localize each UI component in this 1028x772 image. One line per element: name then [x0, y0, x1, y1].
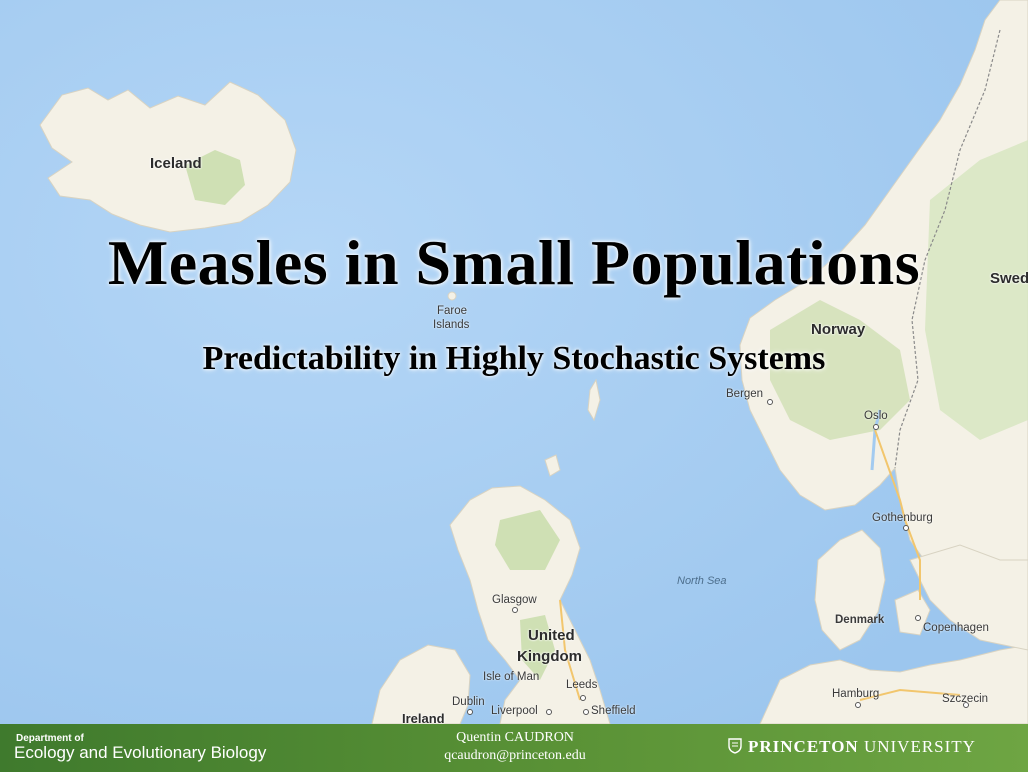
ireland-landmass: [371, 644, 471, 724]
map-label-uk-1: United: [528, 627, 575, 644]
oslo-dot: [873, 424, 879, 430]
footer-bar: [0, 724, 1028, 772]
map-label-denmark: Denmark: [835, 614, 885, 626]
denmark-landmass: [814, 529, 886, 651]
department-name: Ecology and Evolutionary Biology: [14, 743, 267, 762]
map-label-oslo: Oslo: [864, 410, 888, 422]
map-label-uk-2: Kingdom: [517, 648, 582, 665]
glasgow-dot: [512, 607, 518, 613]
highlands-forest: [495, 510, 560, 570]
map-label-sheffield: Sheffield: [591, 705, 636, 717]
szczecin-dot: [963, 702, 969, 708]
map-label-bergen: Bergen: [726, 388, 764, 400]
map-label-gothenburg: Gothenburg: [872, 512, 933, 524]
university-bold: PRINCETON: [748, 737, 859, 756]
germany-poland-landmass: [759, 644, 1028, 724]
university-rest: UNIVERSITY: [863, 737, 976, 756]
princeton-shield-icon: [728, 738, 742, 754]
slide-title: Measles in Small Populations: [107, 227, 921, 298]
orkney-islands: [544, 454, 561, 477]
map-label-hamburg: Hamburg: [832, 688, 880, 700]
map-label-ireland: Ireland: [402, 711, 445, 726]
sweden-forest: [925, 140, 1028, 440]
iceland-forest: [185, 150, 245, 205]
hamburg-dot: [855, 702, 861, 708]
map-label-faroe-2: Islands: [433, 319, 470, 331]
shetland-islands: [587, 378, 601, 422]
pennines-forest: [520, 615, 555, 680]
slide-subtitle: Predictability in Highly Stochastic Syst…: [202, 340, 826, 377]
map-label-isle-of-man: Isle of Man: [483, 671, 540, 683]
bergen-dot: [767, 399, 773, 405]
liverpool-dot: [546, 709, 552, 715]
norway-sweden-border: [894, 29, 1001, 469]
map-label-szczecin: Szczecin: [942, 693, 989, 705]
south-sweden-landmass: [909, 544, 1028, 651]
gothenburg-dot: [903, 525, 909, 531]
author-name: Quentin CAUDRON: [456, 730, 574, 745]
road-germany: [859, 688, 961, 701]
map-label-liverpool: Liverpool: [491, 705, 538, 717]
sheffield-dot: [583, 709, 589, 715]
map-background: [0, 0, 1028, 724]
leeds-dot: [580, 695, 586, 701]
university-wordmark: PRINCETON UNIVERSITY: [748, 737, 976, 757]
map-label-norway: Norway: [811, 321, 866, 338]
map-label-sweden: Swed: [990, 270, 1028, 287]
dublin-dot: [467, 709, 473, 715]
map-label-faroe-1: Faroe: [437, 305, 468, 317]
map-label-iceland: Iceland: [150, 155, 202, 172]
author-email: qcaudron@princeton.edu: [444, 748, 586, 763]
road-scandinavia: [874, 429, 921, 600]
map-label-dublin: Dublin: [452, 696, 485, 708]
department-prefix: Department of: [16, 733, 84, 744]
norway-forest: [770, 300, 910, 440]
road-uk: [559, 599, 581, 701]
map-label-copenhagen: Copenhagen: [923, 622, 989, 634]
zealand-landmass: [894, 589, 931, 636]
faroe-islands: [447, 291, 457, 301]
map-label-leeds: Leeds: [566, 679, 598, 691]
copenhagen-dot: [915, 615, 921, 621]
map-label-north-sea: North Sea: [677, 575, 727, 587]
map-label-glasgow: Glasgow: [492, 594, 537, 606]
